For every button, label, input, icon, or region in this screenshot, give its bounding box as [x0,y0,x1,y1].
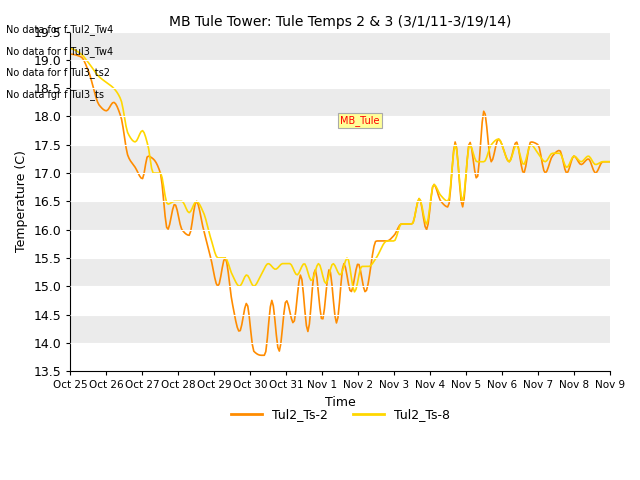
Text: MB_Tule: MB_Tule [340,115,380,126]
Bar [70,258,610,286]
Bar [70,60,610,88]
Text: No data for f Tul3_Tw4: No data for f Tul3_Tw4 [6,46,113,57]
Legend: Tul2_Ts-2, Tul2_Ts-8: Tul2_Ts-2, Tul2_Ts-8 [225,403,455,426]
X-axis label: Time: Time [325,396,356,408]
Text: No data for f Tul3_ts2: No data for f Tul3_ts2 [6,67,111,78]
Y-axis label: Temperature (C): Temperature (C) [15,150,28,252]
Bar [70,343,610,371]
Bar [70,88,610,117]
Bar [70,145,610,173]
Bar [70,173,610,201]
Text: No data for f Tul2_Tw4: No data for f Tul2_Tw4 [6,24,114,35]
Bar [70,314,610,343]
Bar [70,286,610,314]
Bar [70,32,610,60]
Text: No data fgr f Tul3_ts: No data fgr f Tul3_ts [6,89,104,100]
Title: MB Tule Tower: Tule Temps 2 & 3 (3/1/11-3/19/14): MB Tule Tower: Tule Temps 2 & 3 (3/1/11-… [169,15,511,29]
Bar [70,201,610,229]
Bar [70,229,610,258]
Bar [70,117,610,145]
